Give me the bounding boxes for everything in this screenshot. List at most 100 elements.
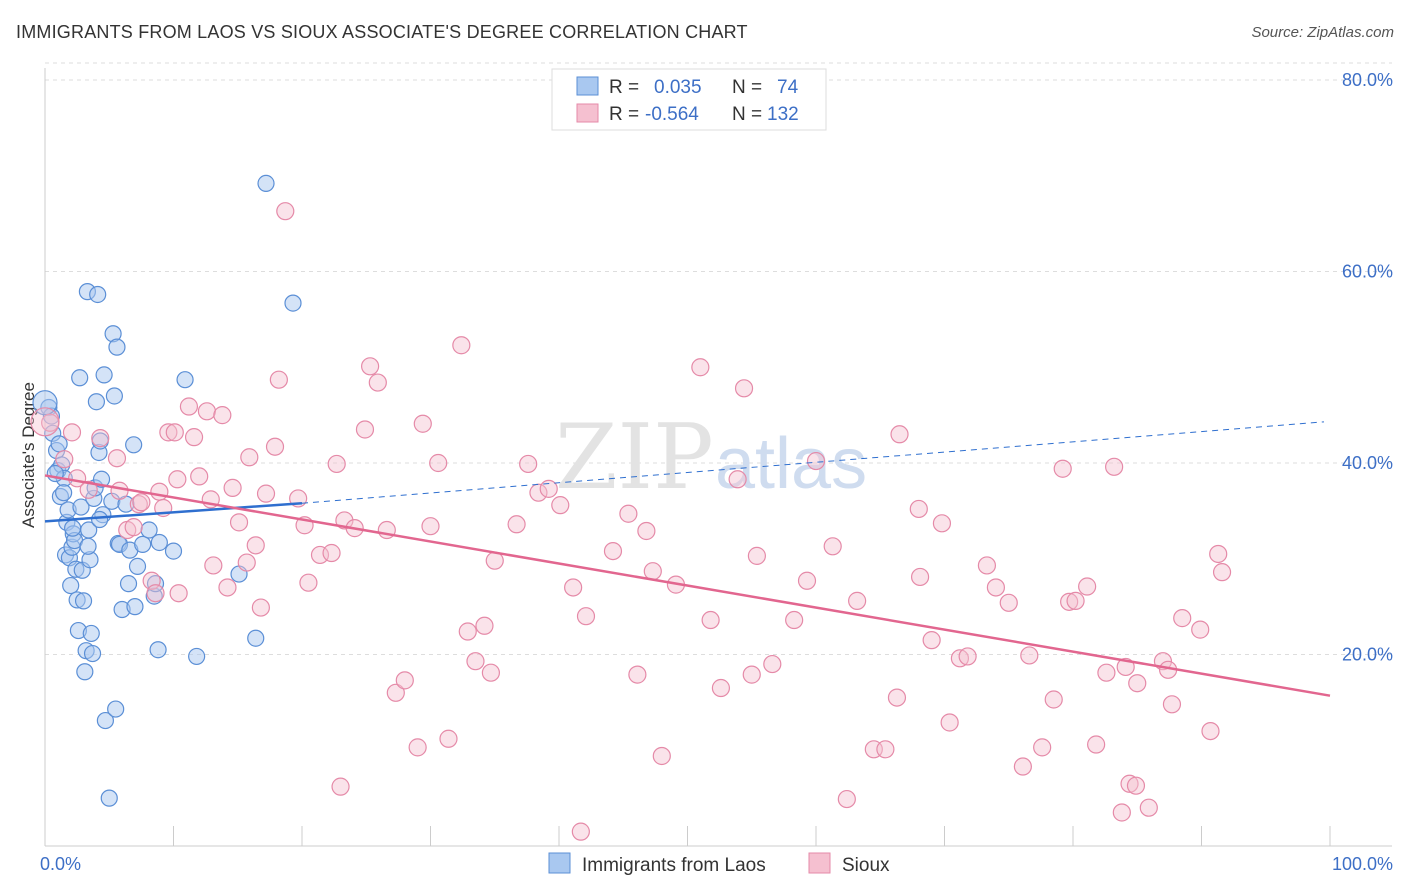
sioux-point-59 — [458, 622, 477, 641]
bottom-legend-label-sioux: Sioux — [842, 855, 890, 876]
laos-point-63 — [188, 647, 206, 666]
laos-point-28 — [82, 624, 100, 643]
sioux-point-35 — [265, 437, 285, 456]
sioux-point-79 — [691, 358, 710, 377]
laos-point-45 — [108, 338, 126, 356]
sioux-point-107 — [1013, 757, 1032, 776]
sioux-point-110 — [1044, 690, 1063, 709]
laos-point-68 — [50, 435, 68, 453]
sioux-point-53 — [408, 738, 427, 757]
sioux-point-87 — [785, 610, 804, 630]
sioux-point-21 — [184, 428, 204, 447]
sioux-point-111 — [1053, 459, 1072, 478]
sioux-point-4 — [79, 480, 98, 499]
sioux-point-76 — [643, 562, 662, 581]
sioux-point-81 — [711, 678, 731, 698]
sioux-point-113 — [1066, 591, 1085, 610]
sioux-point-44 — [331, 777, 350, 796]
sioux-point-118 — [1112, 803, 1131, 822]
sioux-point-36 — [269, 370, 288, 389]
sioux-point-57 — [439, 729, 458, 748]
sioux-point-71 — [576, 607, 596, 626]
sioux-point-42 — [322, 543, 341, 563]
bottom-legend-swatch-sioux — [808, 852, 831, 874]
laos-point-38 — [95, 366, 113, 384]
sioux-point-20 — [179, 397, 199, 416]
sioux-point-127 — [1173, 609, 1192, 628]
legend-r-label-laos: R = — [609, 77, 639, 98]
sioux-point-2 — [62, 423, 82, 442]
sioux-point-73 — [619, 504, 638, 523]
laos-point-66 — [257, 174, 275, 193]
legend-r-value-sioux: -0.564 — [645, 104, 699, 125]
legend-n-label-sioux: N = — [732, 104, 762, 125]
sioux-point-17 — [165, 423, 184, 442]
sioux-point-56 — [429, 453, 448, 473]
sioux-point-55 — [421, 517, 440, 536]
laos-point-67 — [284, 294, 302, 312]
sioux-point-88 — [797, 571, 817, 590]
sioux-point-11 — [132, 493, 151, 512]
sioux-point-60 — [466, 652, 485, 671]
sioux-point-52 — [395, 671, 414, 690]
bottom-legend-label-laos: Immigrants from Laos — [582, 855, 766, 876]
sioux-point-65 — [519, 454, 538, 474]
sioux-point-120 — [1120, 774, 1139, 793]
source-label: Source: ZipAtlas.com — [1251, 24, 1394, 41]
y-axis-title: Associate's Degree — [19, 382, 38, 528]
laos-point-12 — [62, 576, 80, 595]
sioux-point-101 — [940, 713, 959, 732]
sioux-point-61 — [475, 616, 494, 635]
sioux-point-66 — [529, 483, 548, 502]
legend-box: R = 0.035 N = 74 R = -0.564 N = 132 — [551, 68, 827, 131]
y-tick-labels: 20.0% 40.0% 60.0% 80.0% — [1342, 70, 1393, 665]
sioux-point-67 — [539, 479, 558, 498]
laos-point-44 — [107, 700, 125, 718]
laos-point-53 — [126, 598, 144, 616]
legend-n-label-laos: N = — [732, 77, 762, 98]
legend-n-value-sioux: 132 — [767, 104, 799, 125]
sioux-point-16 — [159, 423, 178, 442]
sioux-point-129 — [1201, 721, 1220, 741]
laos-point-70 — [64, 519, 82, 537]
laos-point-54 — [128, 557, 147, 576]
laos-trend-line — [44, 501, 303, 523]
legend-r-value-laos: 0.035 — [654, 77, 702, 98]
sioux-point-84 — [742, 665, 761, 684]
laos-point-23 — [76, 663, 94, 681]
sioux-point-10 — [129, 495, 148, 514]
sioux-point-37 — [276, 202, 295, 221]
sioux-point-115 — [1087, 735, 1106, 754]
sioux-point-72 — [603, 541, 623, 561]
sioux-point-116 — [1097, 663, 1116, 682]
sioux-point-91 — [837, 789, 856, 809]
sioux-point-82 — [728, 470, 747, 489]
sioux-point-large — [30, 407, 60, 437]
sioux-point-117 — [1105, 457, 1124, 476]
x-tick-label-min: 0.0% — [40, 854, 81, 874]
sioux-point-122 — [1128, 674, 1147, 693]
laos-point-55 — [134, 535, 152, 553]
sioux-point-77 — [652, 746, 671, 766]
laos-point-32 — [87, 393, 106, 411]
sioux-point-40 — [299, 573, 318, 592]
sioux-point-18 — [168, 470, 187, 489]
sioux-point-62 — [481, 663, 500, 682]
sioux-point-25 — [204, 556, 223, 575]
laos-point-73 — [91, 510, 109, 529]
laos-point-40 — [100, 789, 118, 807]
legend-n-value-laos: 74 — [777, 77, 799, 98]
sioux-point-41 — [310, 545, 330, 565]
sioux-point-89 — [806, 451, 826, 471]
sioux-point-114 — [1078, 577, 1097, 596]
sioux-point-104 — [977, 556, 997, 575]
sioux-point-103 — [958, 647, 977, 666]
y-tick-label-40: 40.0% — [1342, 453, 1393, 473]
laos-point-61 — [164, 542, 183, 560]
sioux-point-96 — [890, 425, 909, 444]
sioux-point-31 — [240, 448, 259, 467]
laos-point-39 — [96, 711, 114, 730]
sioux-point-106 — [999, 593, 1018, 612]
series-sioux-points — [30, 202, 1232, 841]
